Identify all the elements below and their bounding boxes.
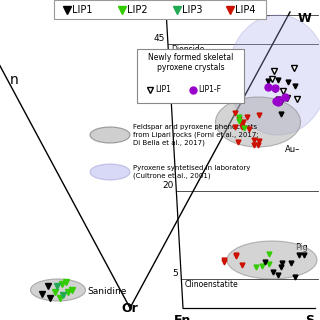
Ellipse shape: [90, 164, 130, 180]
Ellipse shape: [215, 97, 300, 147]
Text: LIP3: LIP3: [182, 5, 203, 15]
Text: Au–: Au–: [284, 146, 300, 155]
Text: Clinoenstatite: Clinoenstatite: [184, 280, 238, 289]
FancyBboxPatch shape: [54, 0, 266, 19]
Text: LIP1: LIP1: [155, 85, 171, 94]
Text: 50: 50: [152, 5, 163, 14]
Text: Feldspar and pyroxene phenocrysts
from Lipari rocks (Forni et al., 2017;
Di Bell: Feldspar and pyroxene phenocrysts from L…: [133, 124, 259, 147]
FancyBboxPatch shape: [137, 49, 244, 103]
Text: 20: 20: [162, 181, 173, 190]
Ellipse shape: [227, 241, 317, 279]
Text: S: S: [305, 314, 314, 320]
Text: Sanidine: Sanidine: [87, 287, 126, 297]
Ellipse shape: [30, 279, 85, 301]
Text: LIP2: LIP2: [127, 5, 148, 15]
Text: n: n: [10, 73, 18, 87]
Text: 45: 45: [154, 34, 165, 43]
Text: Or: Or: [122, 302, 138, 315]
Ellipse shape: [228, 15, 320, 135]
Text: LIP1: LIP1: [72, 5, 92, 15]
Text: Diopside: Diopside: [171, 45, 204, 54]
Text: Pig: Pig: [295, 244, 308, 252]
Text: W: W: [298, 12, 312, 25]
Ellipse shape: [90, 127, 130, 143]
Text: Pyroxene syntetised in laboratory
(Cultrone et al., 2001): Pyroxene syntetised in laboratory (Cultr…: [133, 165, 250, 179]
Text: Newly formed skeletal
pyroxene crystals: Newly formed skeletal pyroxene crystals: [148, 53, 233, 72]
Text: En: En: [174, 314, 192, 320]
Text: 5: 5: [172, 269, 178, 278]
Text: LIP4: LIP4: [235, 5, 255, 15]
Text: LIP1-F: LIP1-F: [198, 85, 221, 94]
